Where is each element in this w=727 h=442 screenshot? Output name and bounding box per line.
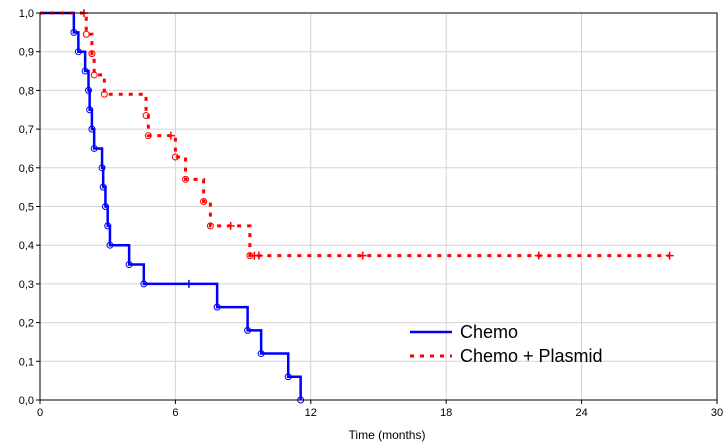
event-marker <box>206 222 214 230</box>
event-marker <box>284 373 292 381</box>
event-marker <box>200 197 208 205</box>
event-marker <box>74 48 82 56</box>
series-line-0 <box>40 11 302 400</box>
event-marker <box>86 106 94 114</box>
x-tick-label: 24 <box>575 407 587 419</box>
censor-marker <box>184 279 193 288</box>
x-tick-label: 6 <box>172 407 178 419</box>
event-marker <box>88 125 96 133</box>
legend-label-1: Chemo + Plasmid <box>460 346 603 366</box>
censor-marker <box>166 131 175 140</box>
tick-labels: 0 6 12 18 24 30 0,0 0,1 0,2 0,3 0,4 0,5 0,6 0,7 0,8 0,9… <box>19 8 723 419</box>
event-marker <box>213 303 221 311</box>
event-marker <box>125 261 133 269</box>
event-marker <box>81 67 89 75</box>
x-tick-label: 18 <box>440 407 452 419</box>
event-marker <box>171 153 179 161</box>
y-tick-label: 0,7 <box>19 124 34 136</box>
y-tick-label: 1,0 <box>19 8 34 20</box>
event-marker <box>182 175 190 183</box>
legend-label-0: Chemo <box>460 322 518 342</box>
event-marker <box>70 28 78 36</box>
event-marker <box>244 326 252 334</box>
series-line-1 <box>40 11 670 258</box>
y-tick-label: 0,9 <box>19 47 34 59</box>
y-tick-label: 0,5 <box>19 202 34 214</box>
y-tick-label: 0,8 <box>19 85 34 97</box>
event-marker <box>104 222 112 230</box>
censor-marker <box>665 251 674 260</box>
event-marker <box>82 30 90 38</box>
series-layer <box>40 11 670 400</box>
event-marker <box>100 90 108 98</box>
y-tick-label: 0,6 <box>19 163 34 175</box>
x-axis-title: Time (months) <box>349 428 426 442</box>
event-marker <box>90 144 98 152</box>
event-marker <box>99 183 107 191</box>
event-marker <box>88 50 96 58</box>
event-marker <box>144 132 152 140</box>
event-marker <box>140 280 148 288</box>
y-tick-label: 0,4 <box>19 240 34 252</box>
censor-marker <box>254 251 263 260</box>
markers-layer <box>70 9 674 404</box>
event-marker <box>85 86 93 94</box>
censor-marker <box>358 251 367 260</box>
grid-lines <box>39 12 718 401</box>
event-marker <box>257 350 265 358</box>
event-marker <box>142 112 150 120</box>
y-tick-label: 0,1 <box>19 356 34 368</box>
y-tick-label: 0,0 <box>19 395 34 407</box>
x-tick-label: 12 <box>305 407 317 419</box>
censor-marker <box>534 251 543 260</box>
event-marker <box>106 241 114 249</box>
x-tick-label: 0 <box>37 407 43 419</box>
y-tick-label: 0,2 <box>19 318 34 330</box>
event-marker <box>101 203 109 210</box>
x-tick-label: 30 <box>711 407 723 419</box>
event-marker <box>98 164 106 172</box>
y-tick-label: 0,3 <box>19 279 34 291</box>
event-marker <box>90 71 98 79</box>
censor-marker <box>226 221 235 230</box>
legend: Chemo Chemo + Plasmid <box>410 322 603 366</box>
